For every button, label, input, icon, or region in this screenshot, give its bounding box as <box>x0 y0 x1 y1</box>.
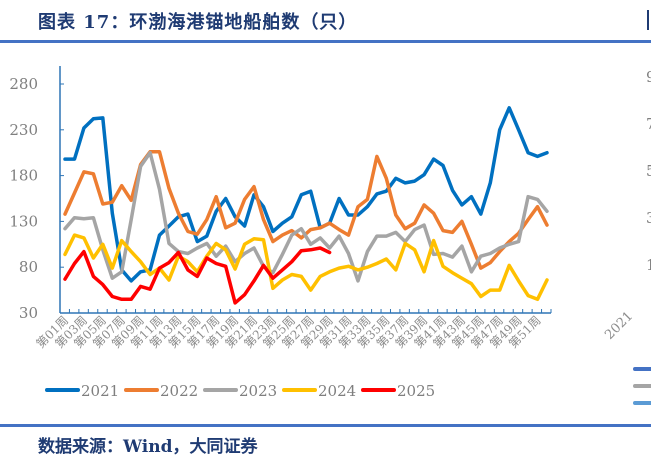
legend-label-2025: 2025 <box>397 382 435 400</box>
series-line-2023 <box>63 150 549 283</box>
right-panel-tick-fragment: 5 <box>646 162 651 180</box>
right-panel-tick-fragment: 1 <box>646 256 651 274</box>
y-tick-label: 180 <box>9 167 38 185</box>
y-tick-label: 130 <box>9 212 38 230</box>
legend-label-2022: 2022 <box>160 382 198 400</box>
title-divider <box>0 40 651 43</box>
right-panel-tick-fragment: 3 <box>646 209 651 227</box>
x-axis: 第01周第03周第05周第07周第09周第11周第13周第15周第17周第19周… <box>33 309 552 351</box>
y-axis: 30 80 130 180 230 280 <box>9 66 64 322</box>
series-lines <box>63 106 549 305</box>
legend-label-2023: 2023 <box>239 382 277 400</box>
y-tick-label: 30 <box>19 304 38 322</box>
source-note: 数据来源：Wind，大同证券 <box>38 437 258 457</box>
y-tick-label: 280 <box>9 75 38 93</box>
legend: 2021 2022 2023 2024 2025 <box>45 382 435 400</box>
legend-label-2021: 2021 <box>81 382 119 400</box>
right-panel-x-fragment: 2021 <box>602 309 636 343</box>
legend-label-2024: 2024 <box>318 382 356 400</box>
right-panel-fragment: 9 7 5 3 1 2021 <box>602 68 651 405</box>
series-line-2025 <box>63 246 332 305</box>
source-divider <box>0 424 651 427</box>
right-panel-title-fragment <box>647 10 649 30</box>
y-tick-label: 80 <box>19 258 38 276</box>
series-line-2024 <box>63 233 549 302</box>
y-tick-label: 230 <box>9 121 38 139</box>
right-panel-tick-fragment: 9 <box>646 68 651 86</box>
figure-title: 图表 17：环渤海港锚地船舶数（只） <box>38 12 358 33</box>
right-panel-tick-fragment: 7 <box>646 115 651 133</box>
